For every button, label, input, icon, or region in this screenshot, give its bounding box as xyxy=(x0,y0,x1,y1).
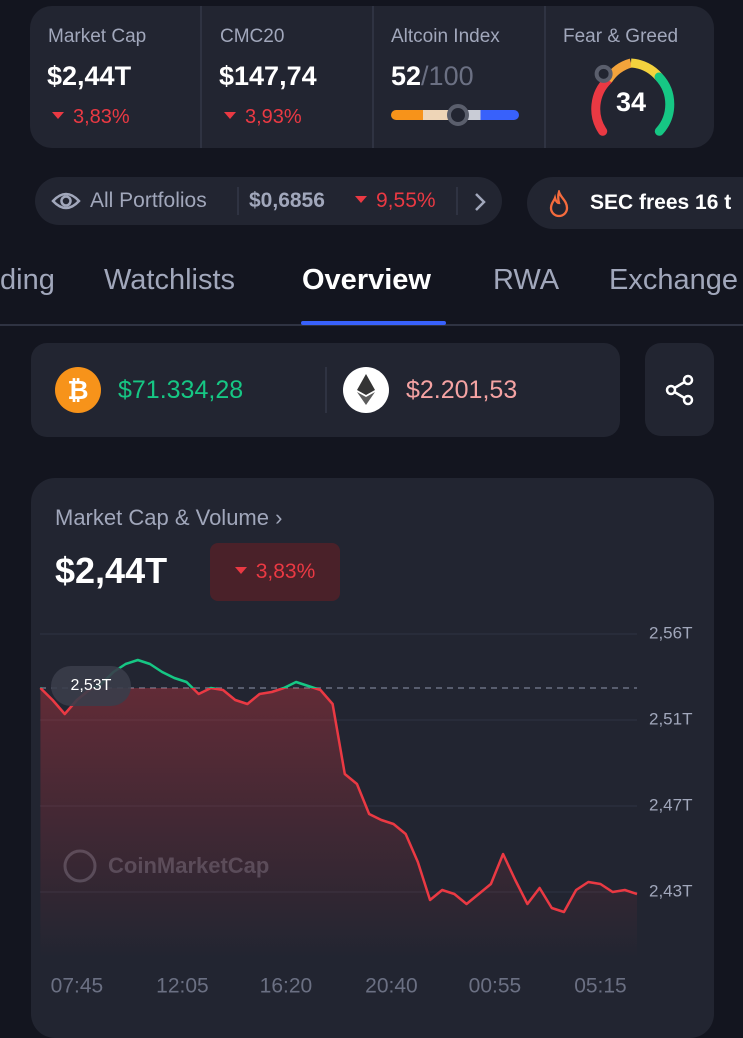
x-tick-label: 07:45 xyxy=(51,975,104,998)
divider xyxy=(200,6,202,148)
divider xyxy=(372,6,374,148)
x-tick-label: 12:05 xyxy=(156,975,209,998)
chart-value: $2,44T xyxy=(55,550,168,591)
tab[interactable]: RWA xyxy=(493,264,560,296)
btc-icon: ₿ xyxy=(55,367,101,413)
portfolio-value: $0,6856 xyxy=(249,189,325,212)
change-text: 3,83% xyxy=(255,560,316,583)
stat-label: Altcoin Index xyxy=(391,26,500,47)
stat-label: Market Cap xyxy=(48,26,147,47)
portfolio-change: 9,55% xyxy=(355,189,436,213)
tab[interactable]: ding xyxy=(0,264,55,296)
value: 52 xyxy=(391,61,422,91)
share-button[interactable] xyxy=(645,343,714,436)
change-text: 3,83% xyxy=(73,106,130,128)
gauge-value: 34 xyxy=(616,87,646,117)
chart: 2,43T 2,47T 2,51T 2,56T 07:45 12:05 16:20 20:40… xyxy=(39,623,692,998)
y-tick-label: 2,56T xyxy=(649,623,692,642)
x-tick-label: 20:40 xyxy=(365,975,418,998)
gauge-arc xyxy=(591,75,613,136)
news-text: SEC frees 16 t xyxy=(590,191,732,214)
max: /100 xyxy=(421,61,474,91)
price-line xyxy=(39,658,638,914)
eye-icon xyxy=(51,192,81,210)
y-tick-label: 2,47T xyxy=(649,795,692,814)
stat-label: CMC20 xyxy=(220,26,285,47)
divider xyxy=(325,367,327,413)
tab-divider xyxy=(0,324,743,326)
portfolio-pill[interactable] xyxy=(35,177,502,225)
tab-underline xyxy=(301,321,446,325)
x-tick-label: 16:20 xyxy=(260,975,313,998)
tab[interactable]: Watchlists xyxy=(104,264,236,296)
price: $71.334,28 xyxy=(118,376,244,404)
chart-title[interactable]: Market Cap & Volume › xyxy=(55,505,283,530)
divider xyxy=(456,187,458,215)
gauge: 34 xyxy=(591,58,675,136)
share-icon xyxy=(665,374,694,406)
title-text: Market Cap & Volume xyxy=(55,505,269,530)
divider xyxy=(544,6,546,148)
price: $2.201,53 xyxy=(406,376,518,404)
stat-change: 3,83% xyxy=(52,106,130,129)
chevron[interactable] xyxy=(470,191,490,213)
area xyxy=(40,688,637,958)
eth-icon xyxy=(343,367,389,413)
reference-label: 2,53T xyxy=(71,677,112,694)
reference-pill xyxy=(51,666,131,706)
stat-value: $2,44T xyxy=(47,61,132,91)
change-text: 9,55% xyxy=(376,189,436,212)
page: Market Cap $2,44T 3,83% CMC20 $147,74 3,… xyxy=(0,6,743,1038)
portfolio-label: All Portfolios xyxy=(90,189,207,212)
stat-value: $147,74 xyxy=(219,61,317,91)
x-tick-label: 00:55 xyxy=(469,975,522,998)
altcoin-value: 52/100 xyxy=(391,61,474,92)
news-pill[interactable] xyxy=(527,177,743,229)
gauge-arc xyxy=(654,72,675,136)
tab[interactable]: Exchange xyxy=(609,264,738,296)
x-tick-label: 05:15 xyxy=(574,975,627,998)
change-text: 3,93% xyxy=(245,106,302,128)
stat-label: Fear & Greed xyxy=(563,26,679,47)
altcoin-knob xyxy=(446,104,469,126)
divider xyxy=(237,187,239,215)
gauge-knob xyxy=(594,64,613,83)
stat-change: 3,93% xyxy=(224,106,302,129)
y-tick-label: 2,43T xyxy=(649,881,692,900)
tab-active[interactable]: Overview xyxy=(302,264,431,296)
y-tick-label: 2,51T xyxy=(649,709,692,728)
chart-change: 3,83% xyxy=(210,543,340,601)
flame-icon xyxy=(549,190,569,218)
